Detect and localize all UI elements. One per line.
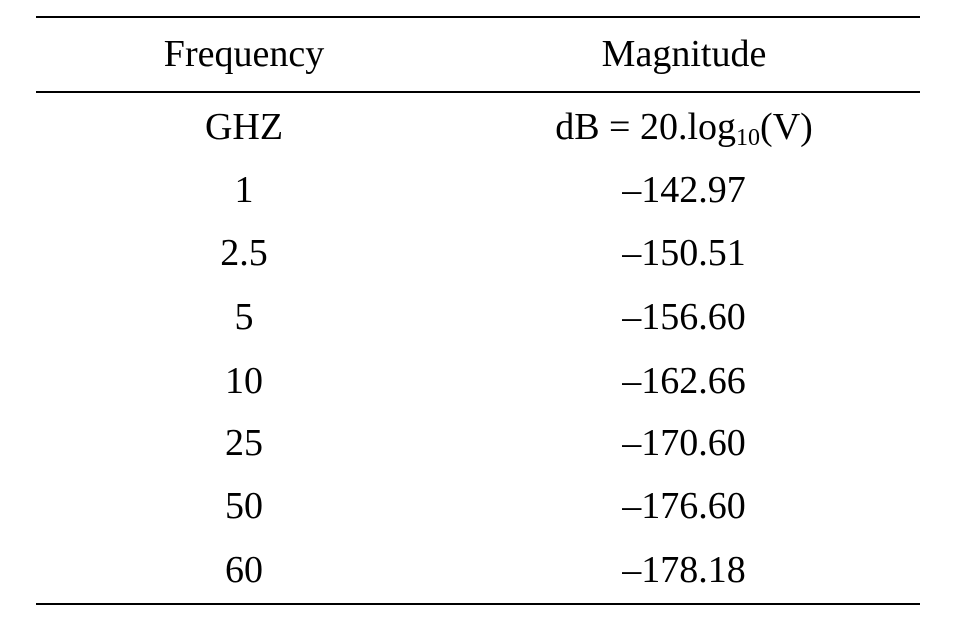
- magnitude-cell: –170.60: [622, 422, 746, 464]
- frequency-cell: 50: [225, 485, 263, 527]
- frequency-cell: 25: [225, 422, 263, 464]
- magnitude-cell: –156.60: [622, 296, 746, 338]
- frequency-unit: GHZ: [204, 106, 284, 148]
- magnitude-unit-subscript: 10: [736, 125, 761, 151]
- frequency-cell: 2.5: [220, 232, 268, 274]
- top-rule: [36, 16, 920, 18]
- bottom-rule: [36, 603, 920, 605]
- header-rule: [36, 91, 920, 93]
- frequency-cell: 60: [225, 549, 263, 591]
- magnitude-cell: –176.60: [622, 485, 746, 527]
- frequency-cell: 5: [234, 296, 254, 338]
- frequency-cell: 10: [225, 360, 263, 402]
- magnitude-cell: –162.66: [622, 360, 746, 402]
- magnitude-cell: –150.51: [622, 232, 746, 274]
- magnitude-cell: –178.18: [622, 549, 746, 591]
- magnitude-unit-suffix: (V): [760, 106, 813, 148]
- frequency-cell: 1: [234, 169, 254, 211]
- magnitude-cell: –142.97: [622, 169, 746, 211]
- magnitude-unit-prefix: dB = 20.log: [555, 106, 737, 148]
- magnitude-column-header: Magnitude: [601, 33, 767, 75]
- frequency-column-header: Frequency: [163, 33, 325, 75]
- magnitude-unit: dB = 20.log10(V): [555, 105, 813, 151]
